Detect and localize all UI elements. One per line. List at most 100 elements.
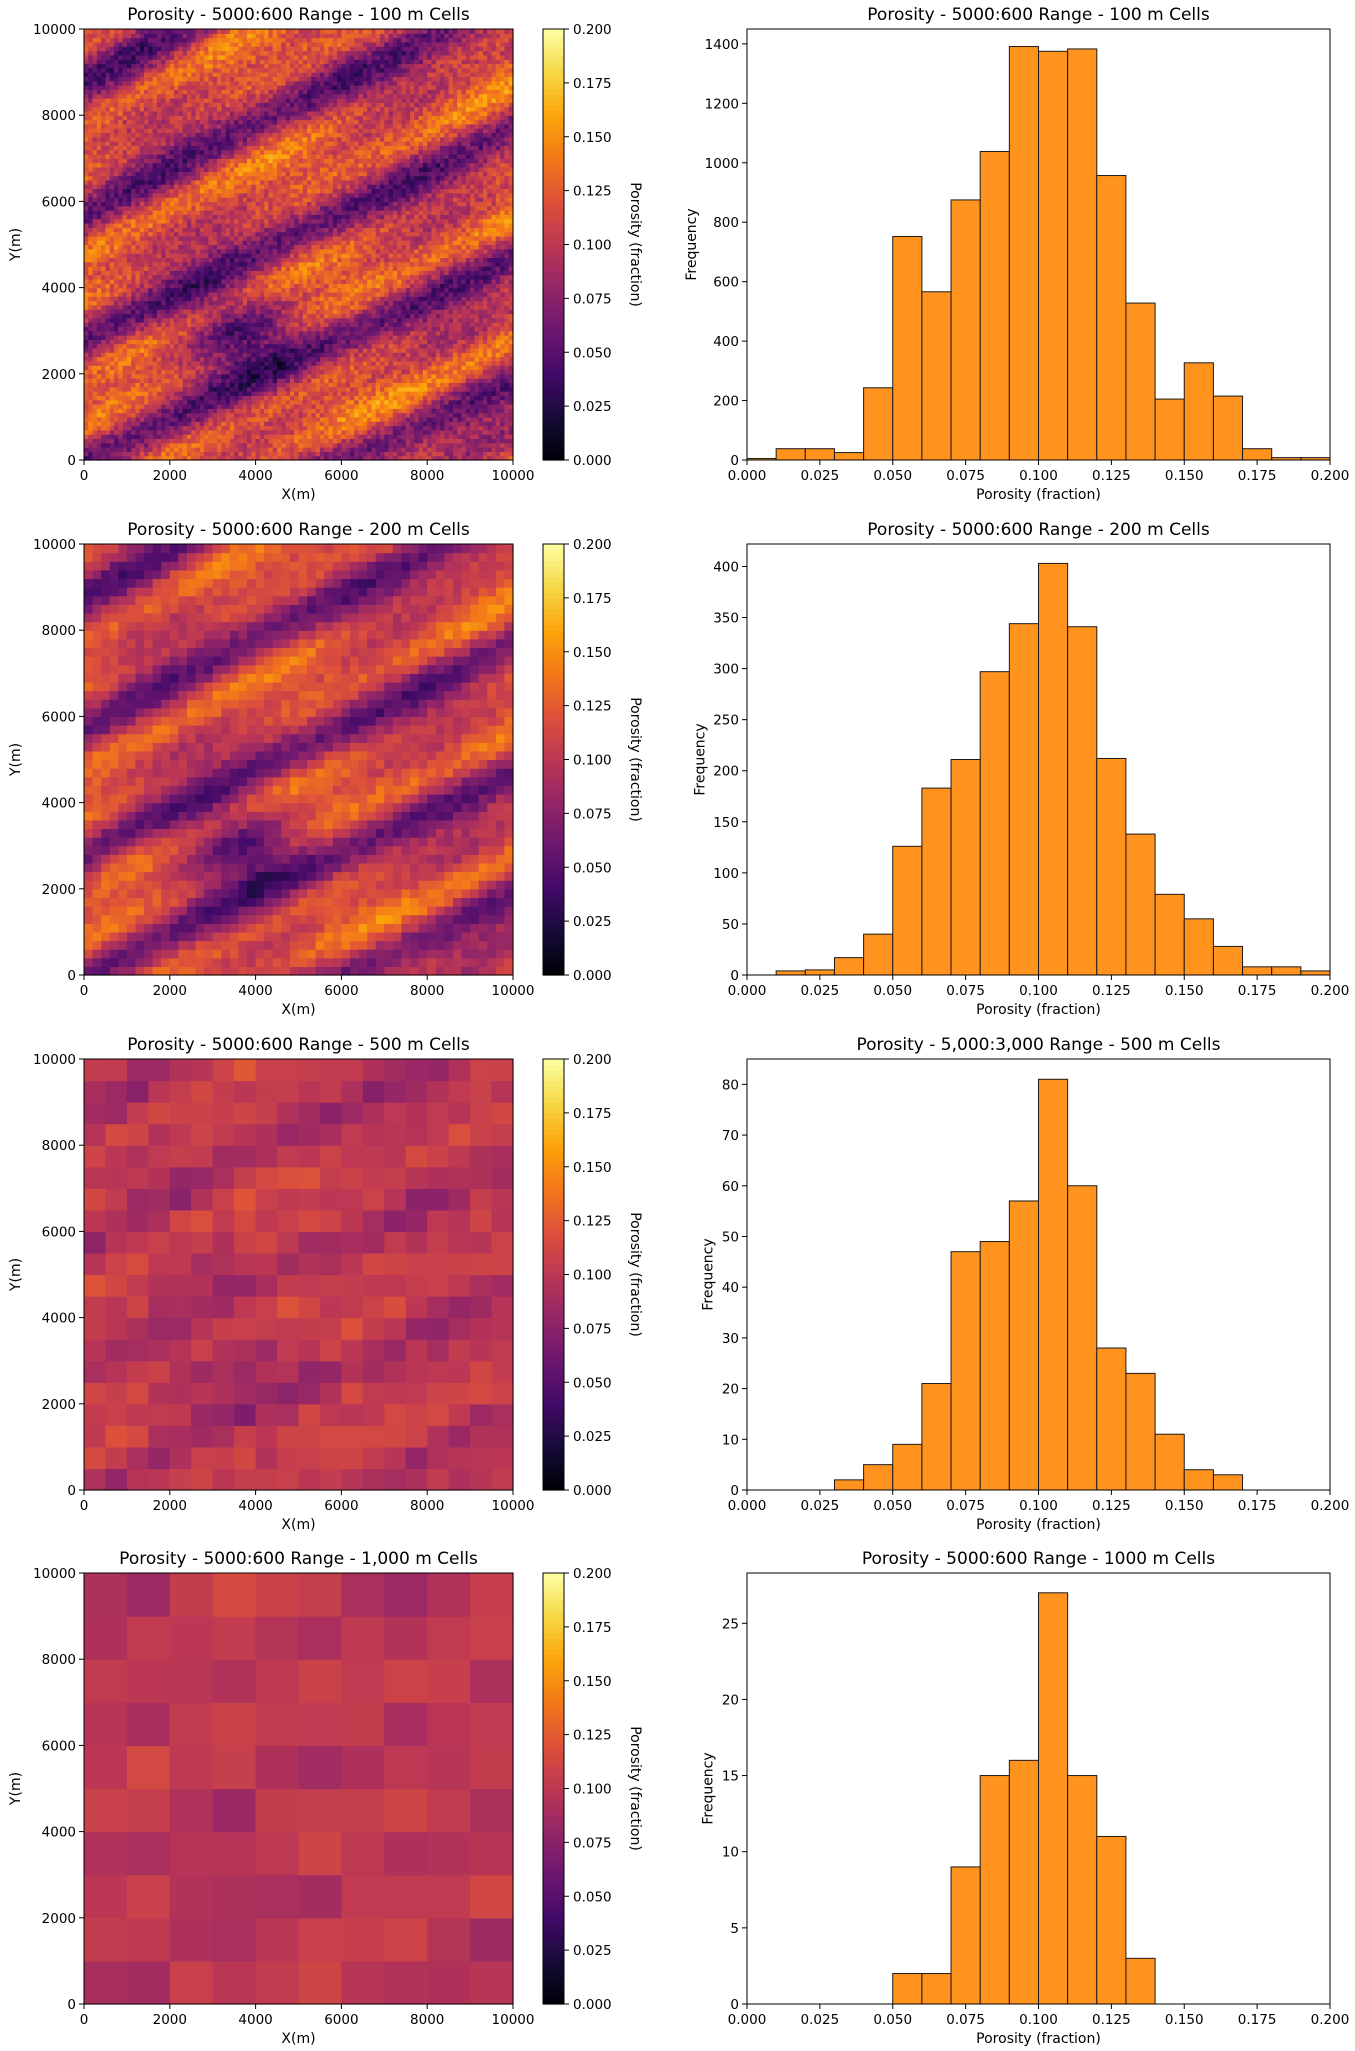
map-cell bbox=[196, 227, 201, 232]
map-cell bbox=[84, 382, 89, 387]
map-cell bbox=[294, 115, 299, 120]
map-cell bbox=[251, 72, 256, 77]
map-cell bbox=[234, 249, 239, 254]
map-cell bbox=[238, 313, 243, 318]
map-cell bbox=[281, 214, 286, 219]
map-cell bbox=[290, 292, 295, 297]
map-cell bbox=[196, 447, 201, 452]
map-cell bbox=[256, 382, 261, 387]
map-cell bbox=[170, 167, 175, 172]
map-cell bbox=[101, 223, 106, 228]
map-cell bbox=[131, 305, 136, 310]
map-cell bbox=[264, 438, 269, 443]
map-cell bbox=[247, 413, 252, 418]
map-cell bbox=[114, 266, 119, 271]
map-cell bbox=[153, 404, 158, 409]
map-cell bbox=[277, 395, 282, 400]
map-cell bbox=[170, 413, 175, 418]
map-cell bbox=[204, 223, 209, 228]
map-cell bbox=[97, 391, 102, 396]
map-cell bbox=[234, 167, 239, 172]
map-cell bbox=[213, 158, 218, 163]
map-cell bbox=[123, 46, 128, 51]
map-cell bbox=[217, 395, 222, 400]
map-cell bbox=[247, 387, 252, 392]
map-cell bbox=[286, 426, 291, 431]
map-cell bbox=[144, 404, 149, 409]
map-cell bbox=[251, 214, 256, 219]
map-cell bbox=[97, 85, 102, 90]
map-cell bbox=[148, 158, 153, 163]
map-cell bbox=[183, 158, 188, 163]
map-cell bbox=[183, 227, 188, 232]
map-cell bbox=[118, 163, 123, 168]
map-cell bbox=[153, 128, 158, 133]
map-cell bbox=[88, 115, 93, 120]
map-cell bbox=[148, 288, 153, 293]
map-cell bbox=[127, 197, 132, 202]
map-cell bbox=[251, 141, 256, 146]
map-cell bbox=[170, 309, 175, 314]
map-cell bbox=[230, 214, 235, 219]
map-cell bbox=[226, 283, 231, 288]
map-cell bbox=[260, 89, 265, 94]
map-cell bbox=[260, 124, 265, 129]
map-cell bbox=[217, 201, 222, 206]
map-cell bbox=[247, 447, 252, 452]
map-cell bbox=[243, 98, 248, 103]
map-cell bbox=[127, 132, 132, 137]
map-cell bbox=[234, 145, 239, 150]
map-cell bbox=[268, 76, 273, 81]
map-cell bbox=[131, 42, 136, 47]
map-cell bbox=[153, 382, 158, 387]
map-cell bbox=[294, 227, 299, 232]
map-cell bbox=[114, 81, 119, 86]
map-cell bbox=[290, 214, 295, 219]
map-cell bbox=[221, 417, 226, 422]
map-cell bbox=[93, 227, 98, 232]
map-cell bbox=[204, 206, 209, 211]
map-cell bbox=[191, 176, 196, 181]
map-cell bbox=[196, 348, 201, 353]
map-cell bbox=[243, 42, 248, 47]
map-cell bbox=[183, 357, 188, 362]
map-cell bbox=[217, 150, 222, 155]
map-cell bbox=[114, 29, 119, 34]
map-cell bbox=[281, 374, 286, 379]
map-cell bbox=[187, 331, 192, 336]
map-cell bbox=[268, 240, 273, 245]
map-cell bbox=[260, 163, 265, 168]
map-cell bbox=[238, 275, 243, 280]
map-cell bbox=[148, 352, 153, 357]
map-cell bbox=[140, 387, 145, 392]
map-cell bbox=[105, 89, 110, 94]
map-cell bbox=[256, 249, 261, 254]
map-cell bbox=[217, 154, 222, 159]
map-cell bbox=[277, 309, 282, 314]
map-cell bbox=[153, 76, 158, 81]
map-cell bbox=[135, 98, 140, 103]
map-cell bbox=[221, 232, 226, 237]
map-cell bbox=[140, 115, 145, 120]
map-cell bbox=[123, 150, 128, 155]
map-cell bbox=[238, 447, 243, 452]
map-cell bbox=[208, 404, 213, 409]
map-cell bbox=[118, 137, 123, 142]
map-cell bbox=[84, 111, 89, 116]
map-cell bbox=[166, 266, 171, 271]
map-cell bbox=[196, 275, 201, 280]
map-cell bbox=[131, 382, 136, 387]
map-cell bbox=[157, 42, 162, 47]
map-cell bbox=[131, 210, 136, 215]
map-cell bbox=[148, 115, 153, 120]
map-cell bbox=[256, 443, 261, 448]
map-cell bbox=[273, 313, 278, 318]
map-cell bbox=[131, 46, 136, 51]
map-cell bbox=[208, 288, 213, 293]
map-cell bbox=[161, 417, 166, 422]
map-cell bbox=[196, 51, 201, 56]
map-cell bbox=[256, 369, 261, 374]
map-cell bbox=[281, 391, 286, 396]
map-cell bbox=[187, 158, 192, 163]
map-cell bbox=[230, 128, 235, 133]
